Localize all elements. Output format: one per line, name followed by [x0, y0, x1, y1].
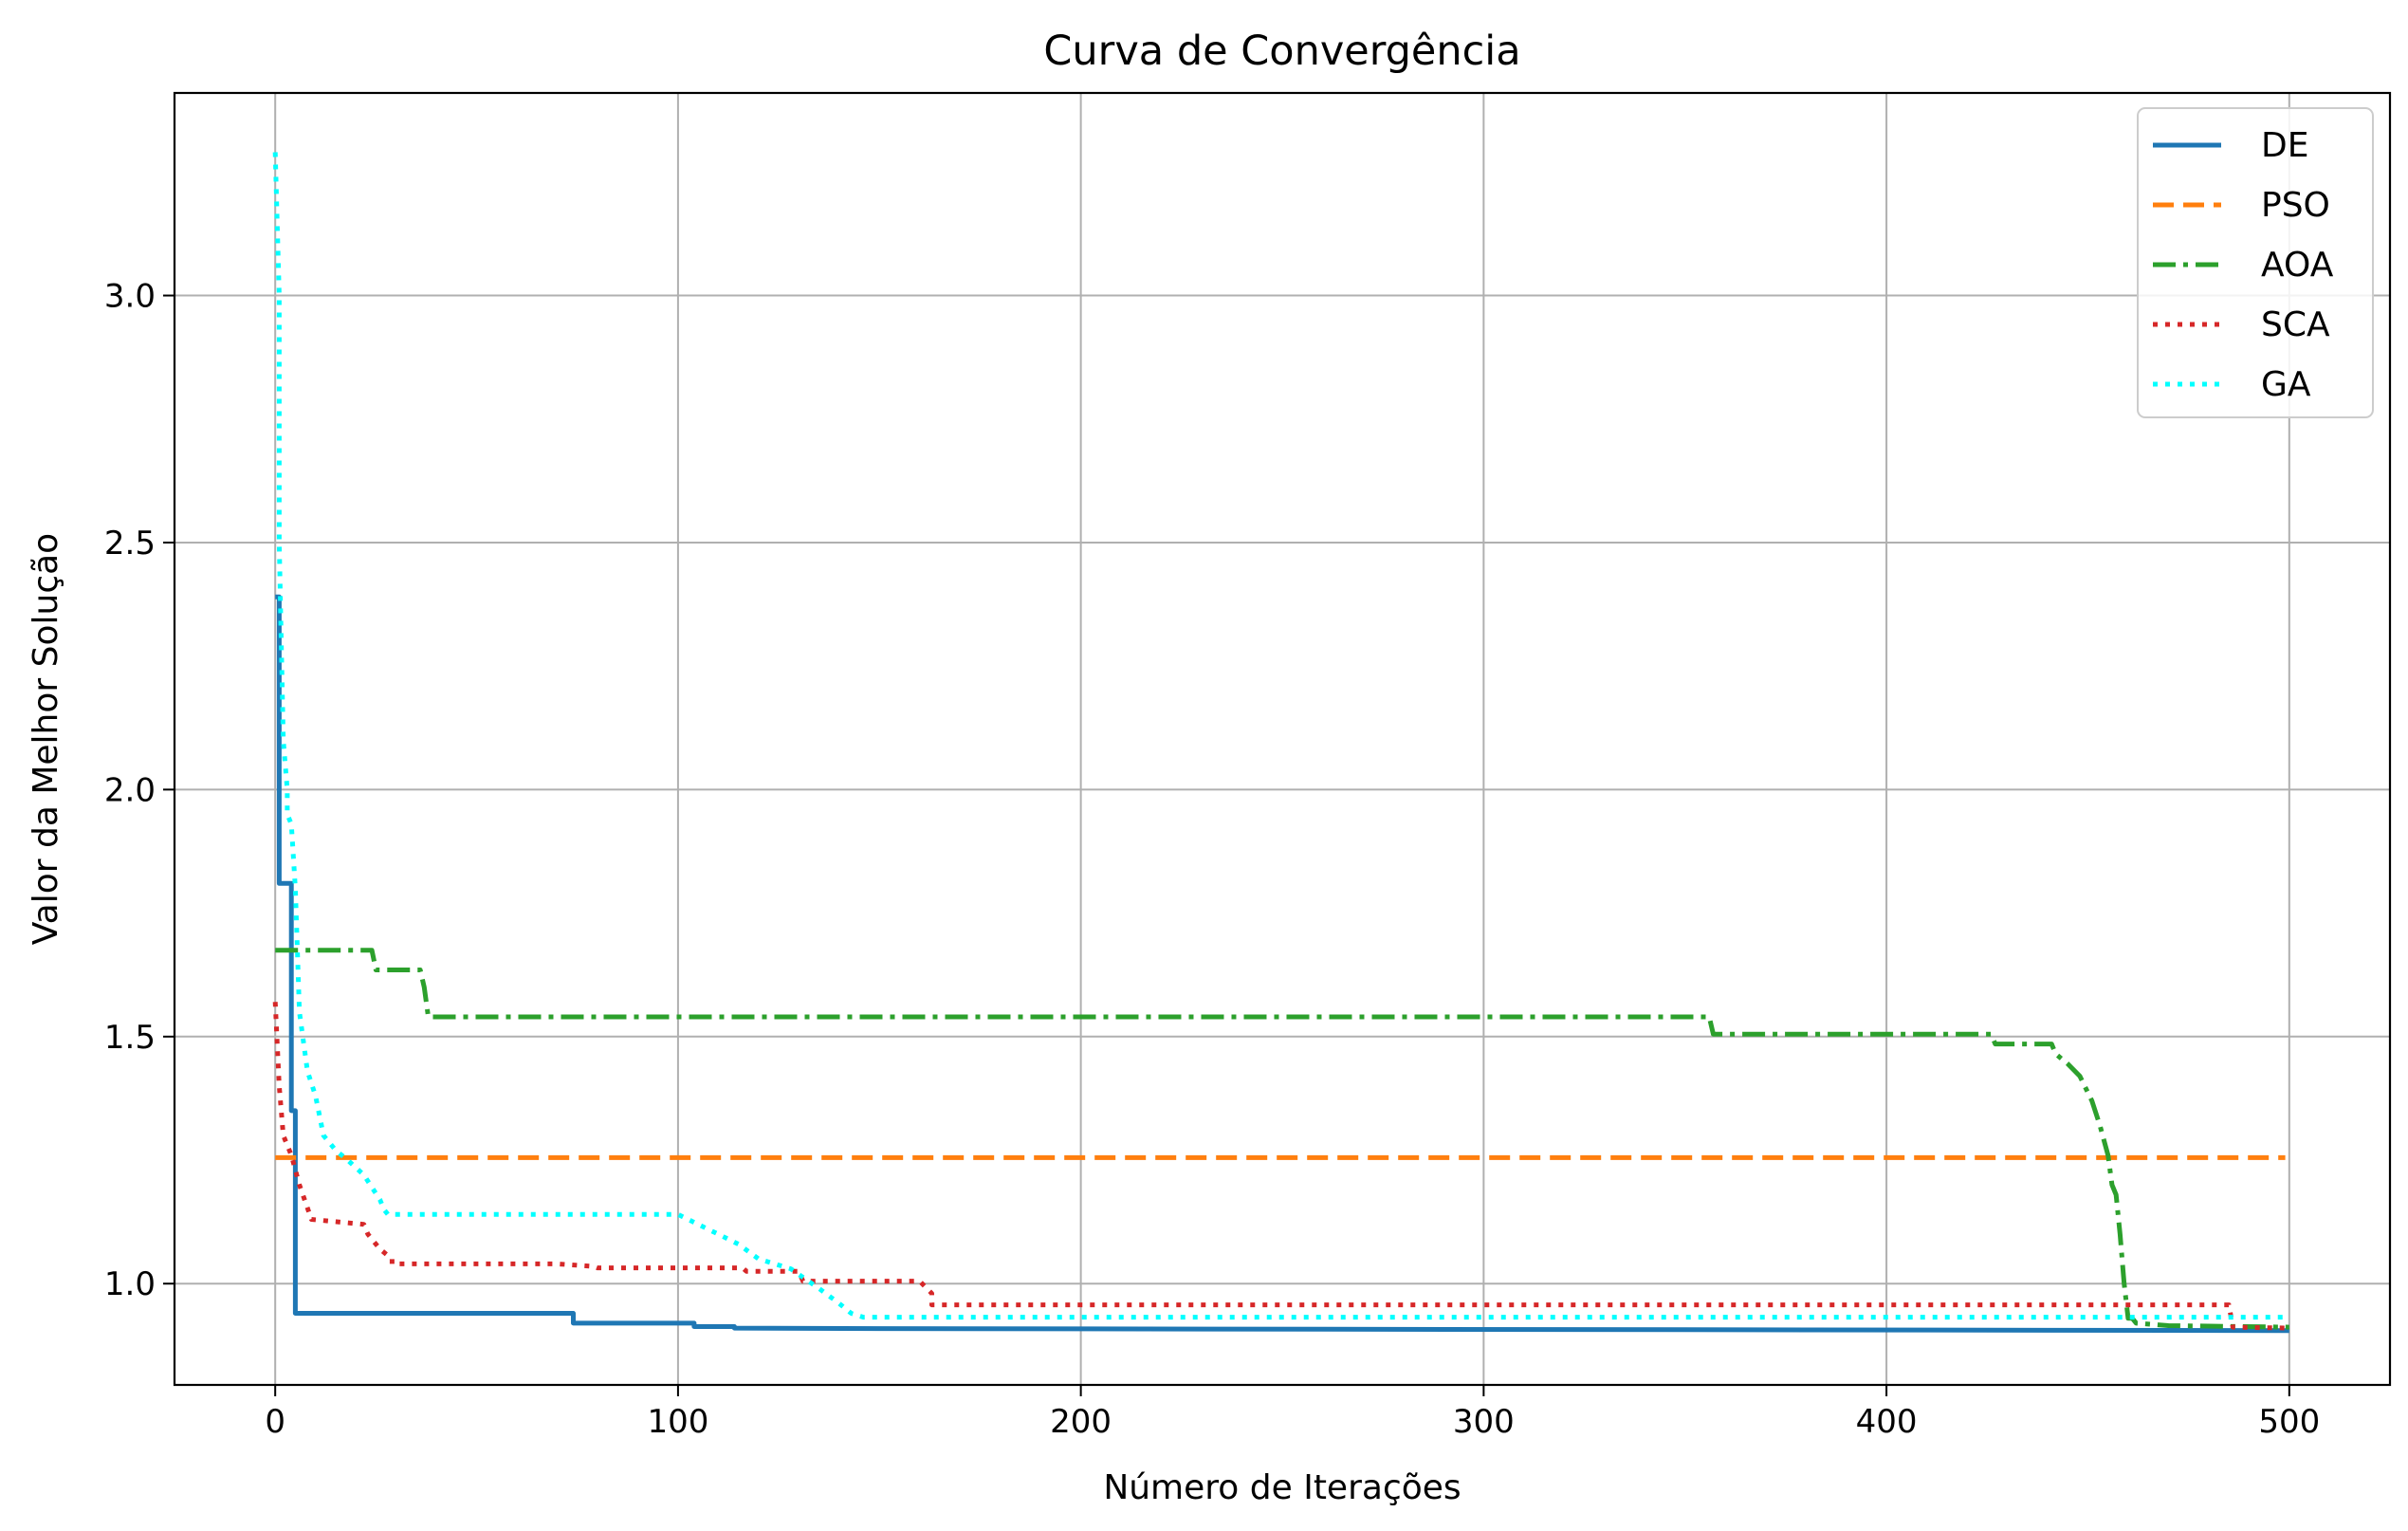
x-tick-label: 400 [1856, 1403, 1918, 1441]
y-axis-label: Valor da Melhor Solução [27, 533, 65, 945]
x-tick-label: 200 [1050, 1403, 1112, 1441]
chart-title: Curva de Convergência [1043, 28, 1520, 75]
y-tick-label: 2.0 [104, 771, 156, 809]
legend-label-sca: SCA [2261, 305, 2330, 344]
y-tick-label: 3.0 [104, 278, 156, 316]
legend-label-pso: PSO [2261, 186, 2330, 225]
y-tick-label: 1.5 [104, 1019, 156, 1057]
series-ga-line [272, 152, 2289, 1320]
legend-label-ga: GA [2261, 365, 2311, 404]
y-tick-label: 1.0 [104, 1265, 156, 1303]
series-de-line [275, 594, 2289, 1334]
y-tick-label: 2.5 [104, 525, 156, 563]
x-tick-label: 100 [647, 1403, 708, 1441]
legend: DE PSO AOA SCA GA [2137, 107, 2374, 418]
series-lines [272, 152, 2289, 1334]
x-axis-label: Número de Iterações [1103, 1468, 1461, 1507]
plot-frame [173, 91, 2392, 1387]
x-tick-label: 500 [2258, 1403, 2320, 1441]
series-aoa-line [275, 948, 2289, 1330]
legend-box [2137, 107, 2374, 418]
legend-label-de: DE [2261, 126, 2308, 165]
legend-label-aoa: AOA [2261, 246, 2334, 285]
axis-ticks: 0 100 200 300 400 500 1.0 1.5 2.0 2.5 3.0 [104, 278, 2320, 1441]
series-sca-line [272, 1002, 2289, 1331]
x-tick-label: 300 [1453, 1403, 1515, 1441]
x-tick-label: 0 [265, 1403, 285, 1441]
